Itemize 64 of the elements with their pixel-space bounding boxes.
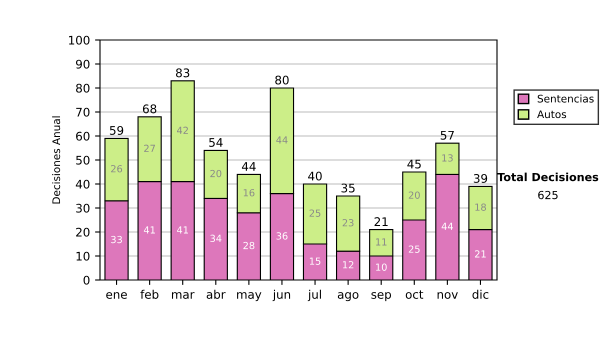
data-label: 26 — [111, 165, 122, 172]
data-label: 12 — [343, 261, 354, 268]
data-label: 44 — [276, 136, 288, 144]
x-tick-label: ene — [106, 292, 127, 299]
total-label: 68 — [142, 104, 156, 114]
data-label: 36 — [276, 232, 288, 240]
data-label: 20 — [408, 191, 420, 199]
data-label: 10 — [376, 263, 387, 271]
y-tick-label: 50 — [76, 156, 90, 165]
data-label: 13 — [442, 154, 453, 162]
y-tick-label: 30 — [76, 204, 90, 213]
data-label: 25 — [310, 209, 320, 217]
data-label: 25 — [408, 245, 420, 253]
y-axis-title: Decisiones Anual — [52, 116, 60, 204]
data-label: 28 — [243, 242, 254, 250]
text: Total Decisiones — [497, 172, 598, 182]
data-label: 42 — [177, 126, 188, 134]
text: 625 — [538, 190, 558, 200]
data-label: 44 — [442, 222, 454, 230]
total-label: 59 — [110, 126, 124, 135]
data-label: 34 — [210, 234, 222, 242]
x-tick-label: feb — [140, 290, 158, 299]
legend-label: Sentencias — [538, 94, 594, 103]
x-tick-label: ago — [338, 292, 358, 302]
total-label: 39 — [474, 174, 488, 183]
y-tick-label: 40 — [76, 180, 90, 189]
legend-label: Autos — [537, 110, 566, 118]
data-label: 41 — [144, 226, 155, 234]
x-tick-label: nov — [438, 292, 458, 299]
data-label: 23 — [342, 219, 354, 226]
total-label: 45 — [407, 160, 421, 169]
x-tick-label: oct — [406, 290, 424, 299]
x-tick-label: jul — [308, 290, 321, 302]
y-tick-label: 100 — [69, 36, 90, 45]
total-label: 80 — [275, 76, 289, 85]
data-label: 21 — [474, 250, 486, 258]
total-label: 83 — [176, 68, 190, 78]
data-label: 15 — [310, 258, 320, 265]
x-tick-label: sep — [371, 292, 392, 302]
total-label: 35 — [342, 184, 355, 193]
total-label: 57 — [440, 130, 454, 140]
total-label: 21 — [374, 217, 388, 226]
x-tick-label: jun — [272, 290, 290, 302]
data-label: 33 — [111, 236, 122, 244]
data-label: 20 — [210, 170, 222, 178]
x-tick-label: dic — [472, 290, 488, 299]
data-label: 11 — [376, 238, 386, 246]
x-tick-label: mar — [172, 292, 194, 299]
data-label: 18 — [475, 203, 486, 211]
data-label: 16 — [244, 189, 254, 196]
total-label: 40 — [308, 172, 322, 181]
total-label: 44 — [242, 162, 256, 171]
y-tick-label: 70 — [76, 108, 90, 117]
y-tick-label: 60 — [76, 132, 90, 141]
x-tick-label: abr — [206, 290, 226, 299]
total-label: 54 — [209, 138, 223, 147]
y-tick-label: 0 — [84, 276, 90, 285]
y-tick-label: 80 — [76, 84, 90, 93]
y-tick-label: 10 — [76, 252, 90, 261]
data-label: 41 — [177, 226, 188, 234]
y-tick-label: 90 — [76, 60, 90, 69]
x-tick-label: may — [237, 292, 262, 302]
data-label: 27 — [144, 144, 155, 152]
y-tick-label: 20 — [76, 228, 90, 237]
